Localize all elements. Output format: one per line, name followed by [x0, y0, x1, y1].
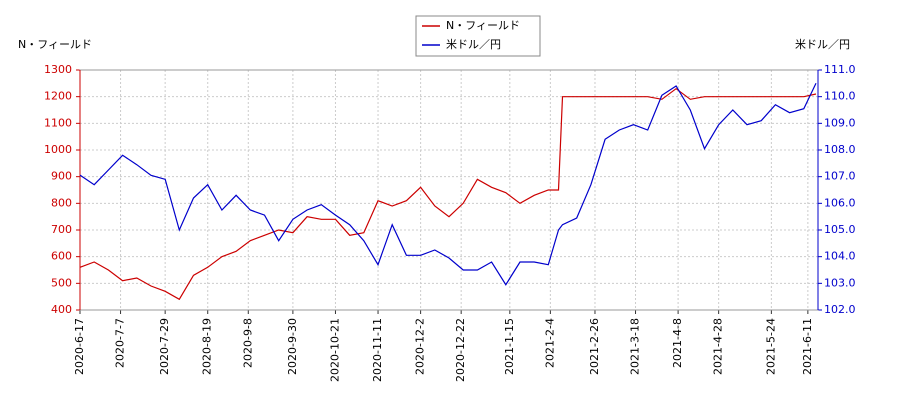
- x-tick-label: 2020-10-21: [328, 318, 341, 382]
- y-tick-label: 1000: [44, 143, 72, 156]
- x-tick-label: 2020-9-30: [286, 318, 299, 375]
- y2-tick-label: 107.0: [824, 170, 856, 183]
- y-tick-label: 500: [51, 276, 72, 289]
- y2-tick-label: 104.0: [824, 250, 856, 263]
- x-tick-label: 2021-4-8: [671, 318, 684, 368]
- series-line: [79, 87, 817, 301]
- x-tick-label: 2020-12-2: [414, 318, 427, 375]
- x-tick-label: 2020-7-29: [158, 318, 171, 375]
- y2-axis-title: 米ドル／円: [795, 38, 850, 51]
- x-tick-label: 2020-6-17: [73, 318, 86, 375]
- x-tick-label: 2021-2-4: [543, 318, 556, 368]
- y2-tick-label: 106.0: [824, 196, 856, 209]
- y-tick-label: 1100: [44, 116, 72, 129]
- y-tick-label: 600: [51, 250, 72, 263]
- y2-tick-label: 109.0: [824, 116, 856, 129]
- y2-tick-label: 110.0: [824, 90, 856, 103]
- series-line: [79, 83, 817, 286]
- y-tick-label: 800: [51, 196, 72, 209]
- y2-tick-label: 103.0: [824, 276, 856, 289]
- y-axis-title: N・フィールド: [18, 38, 92, 51]
- y-tick-label: 1200: [44, 90, 72, 103]
- x-tick-label: 2021-1-15: [503, 318, 516, 375]
- y2-tick-label: 105.0: [824, 223, 856, 236]
- x-tick-label: 2021-4-28: [712, 318, 725, 375]
- x-tick-label: 2020-9-8: [241, 318, 254, 368]
- y2-tick-label: 102.0: [824, 303, 856, 316]
- x-tick-label: 2020-8-19: [201, 318, 214, 375]
- legend-box: [415, 15, 541, 57]
- y-tick-label: 700: [51, 223, 72, 236]
- x-tick-label: 2020-11-11: [371, 318, 384, 382]
- legend-label: N・フィールド: [446, 19, 520, 32]
- legend-label: 米ドル／円: [446, 38, 501, 51]
- x-tick-label: 2021-5-24: [764, 318, 777, 375]
- y-tick-label: 1300: [44, 63, 72, 76]
- x-tick-label: 2021-2-26: [588, 318, 601, 375]
- x-tick-label: 2020-12-22: [454, 318, 467, 382]
- x-tick-label: 2021-6-11: [801, 318, 814, 375]
- x-tick-label: 2020-7-7: [114, 318, 127, 368]
- y2-tick-label: 108.0: [824, 143, 856, 156]
- y2-tick-label: 111.0: [824, 63, 856, 76]
- plot-area: [80, 70, 818, 310]
- y-tick-label: 400: [51, 303, 72, 316]
- x-tick-label: 2021-3-18: [629, 318, 642, 375]
- y-tick-label: 900: [51, 170, 72, 183]
